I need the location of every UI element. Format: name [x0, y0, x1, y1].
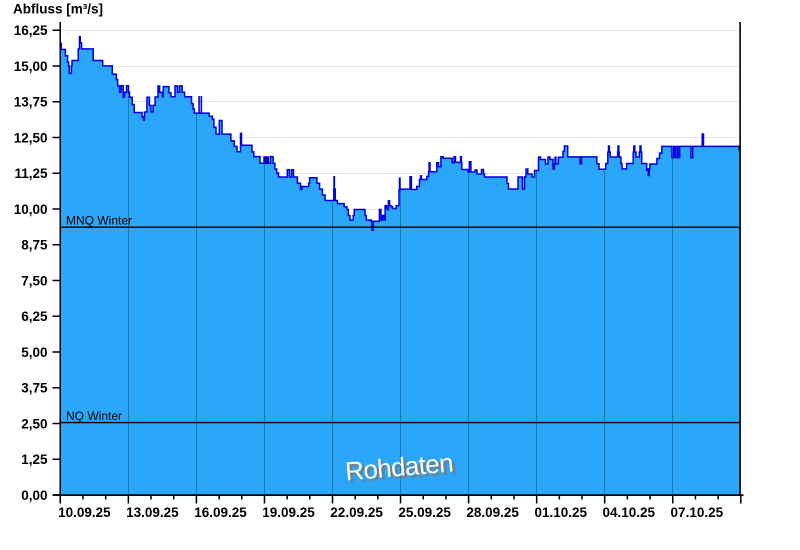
svg-text:Abfluss [m³/s]: Abfluss [m³/s]	[13, 2, 103, 17]
svg-text:25.09.25: 25.09.25	[398, 505, 451, 520]
svg-text:10,00: 10,00	[14, 202, 48, 217]
svg-text:01.10.25: 01.10.25	[534, 505, 587, 520]
svg-text:3,75: 3,75	[21, 381, 48, 396]
svg-text:22.09.25: 22.09.25	[330, 505, 383, 520]
svg-text:7,50: 7,50	[21, 273, 47, 288]
svg-text:10.09.25: 10.09.25	[58, 505, 111, 520]
svg-text:13,75: 13,75	[14, 95, 48, 110]
svg-text:NQ Winter: NQ Winter	[66, 409, 122, 423]
svg-text:28.09.25: 28.09.25	[466, 505, 519, 520]
svg-text:16.09.25: 16.09.25	[194, 505, 247, 520]
svg-text:19.09.25: 19.09.25	[262, 505, 315, 520]
svg-text:0,00: 0,00	[21, 488, 47, 503]
svg-text:2,50: 2,50	[21, 416, 47, 431]
svg-text:07.10.25: 07.10.25	[671, 505, 724, 520]
svg-text:11,25: 11,25	[14, 166, 48, 181]
svg-text:MNQ Winter: MNQ Winter	[66, 214, 132, 228]
svg-text:6,25: 6,25	[21, 309, 48, 324]
svg-text:8,75: 8,75	[21, 238, 48, 253]
svg-text:15,00: 15,00	[14, 59, 48, 74]
svg-text:12,50: 12,50	[14, 130, 48, 145]
svg-text:13.09.25: 13.09.25	[126, 505, 179, 520]
svg-text:1,25: 1,25	[21, 452, 48, 467]
svg-text:5,00: 5,00	[21, 345, 47, 360]
svg-text:04.10.25: 04.10.25	[603, 505, 656, 520]
svg-text:16,25: 16,25	[14, 23, 48, 38]
